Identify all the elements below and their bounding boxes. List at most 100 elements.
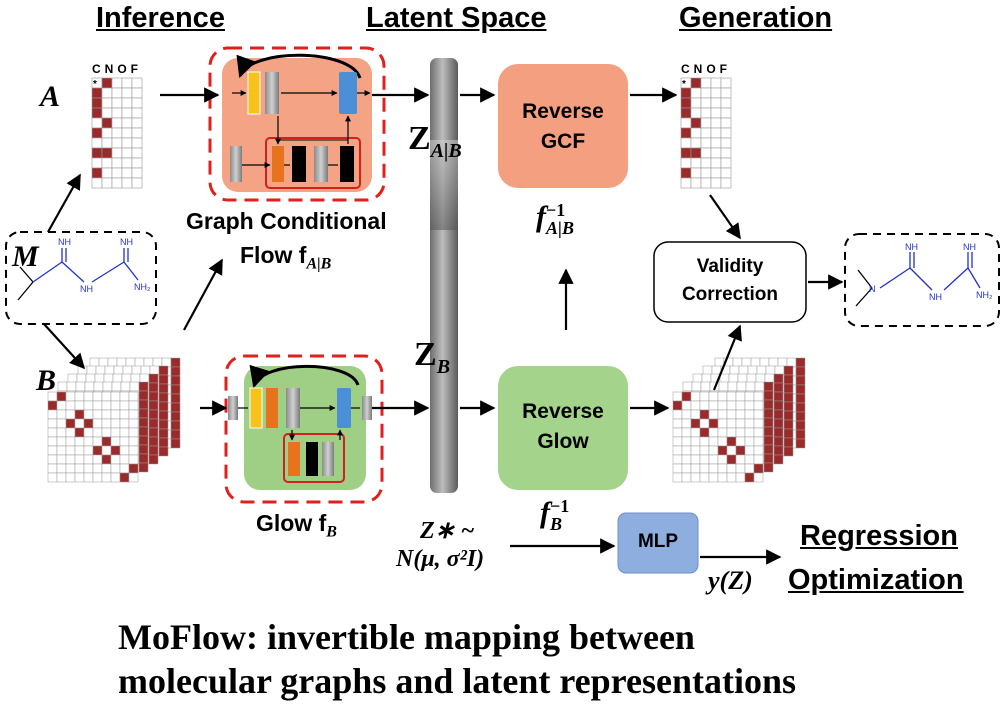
tensor-cell bbox=[128, 427, 139, 438]
tensor-cell bbox=[702, 365, 713, 376]
tensor-cell bbox=[119, 454, 130, 465]
label-a: A bbox=[40, 80, 61, 113]
tensor-cell bbox=[773, 427, 784, 438]
tensor-cell bbox=[148, 400, 159, 411]
validity-label-line1: Validity bbox=[696, 256, 764, 277]
tensor-cell bbox=[152, 357, 163, 368]
tensor-cell bbox=[170, 429, 181, 440]
tensor-cell bbox=[692, 373, 703, 384]
tensor-cell bbox=[681, 409, 692, 420]
tensor-cell bbox=[699, 409, 710, 420]
tensor-cell bbox=[139, 373, 150, 384]
tensor-cell bbox=[110, 418, 121, 429]
tensor-cell bbox=[101, 391, 112, 402]
caption-line2: molecular graphs and latent representati… bbox=[118, 661, 797, 701]
tensor-cell bbox=[138, 408, 149, 419]
tensor-cell bbox=[783, 410, 794, 421]
tensor-cell bbox=[74, 445, 85, 456]
glow-dashed-frame bbox=[224, 354, 384, 504]
molecule-m-box bbox=[5, 231, 157, 325]
matrix-cell bbox=[101, 177, 113, 189]
tensor-cell bbox=[774, 365, 785, 376]
header-regression: Regression bbox=[800, 520, 958, 552]
tensor-cell bbox=[690, 400, 701, 411]
matrix-cell bbox=[121, 97, 133, 109]
matrix-cell bbox=[710, 137, 722, 149]
tensor-cell bbox=[726, 391, 737, 402]
tensor-cell bbox=[119, 472, 130, 483]
matrix-cell bbox=[121, 157, 133, 169]
tensor-cell bbox=[138, 453, 149, 464]
tensor-cell bbox=[83, 436, 94, 447]
tensor-layer bbox=[47, 391, 139, 483]
tensor-cell bbox=[744, 409, 755, 420]
tensor-cell bbox=[765, 365, 776, 376]
molecule-m-atom-nh-top2: NH bbox=[120, 237, 133, 247]
tensor-cell bbox=[699, 454, 710, 465]
tensor-cell bbox=[138, 399, 149, 410]
tensor-cell bbox=[759, 357, 770, 368]
tensor-cell bbox=[119, 409, 130, 420]
tensor-cell bbox=[708, 463, 719, 474]
tensor-cell bbox=[66, 381, 77, 392]
label-z-b-main: Z bbox=[414, 336, 437, 373]
matrix-cell bbox=[700, 107, 712, 119]
tensor-cell bbox=[764, 373, 775, 384]
tensor-cell bbox=[93, 381, 104, 392]
matrix-cell bbox=[720, 127, 732, 139]
tensor-cell bbox=[726, 454, 737, 465]
tensor-cell bbox=[753, 400, 764, 411]
molecule-out-atom-nh-mid: NH bbox=[929, 292, 942, 302]
tensor-cell bbox=[119, 463, 130, 474]
molecule-out-structure bbox=[855, 252, 981, 307]
matrix-cell bbox=[680, 97, 692, 109]
tensor-cell bbox=[753, 436, 764, 447]
tensor-cell bbox=[83, 445, 94, 456]
tensor-cell bbox=[170, 393, 181, 404]
matrix-cell bbox=[101, 167, 113, 179]
tensor-cell bbox=[112, 373, 123, 384]
tensor-cell bbox=[773, 409, 784, 420]
matrix-cell bbox=[680, 117, 692, 129]
tensor-cell bbox=[708, 418, 719, 429]
matrix-cell bbox=[680, 167, 692, 179]
tensor-cell bbox=[138, 426, 149, 437]
tensor-cell bbox=[744, 400, 755, 411]
tensor-cell bbox=[143, 357, 154, 368]
tensor-cell bbox=[56, 427, 67, 438]
tensor-cell bbox=[719, 373, 730, 384]
tensor-cell bbox=[65, 454, 76, 465]
tensor-cell bbox=[795, 357, 806, 368]
matrix-cell bbox=[121, 177, 133, 189]
header-optimization: Optimization bbox=[788, 564, 964, 596]
tensor-cell bbox=[753, 409, 764, 420]
matrix-cell bbox=[121, 107, 133, 119]
tensor-cell bbox=[119, 445, 130, 456]
tensor-cell bbox=[148, 382, 159, 393]
matrix-cell bbox=[101, 127, 113, 139]
tensor-cell bbox=[128, 400, 139, 411]
tensor-cell bbox=[101, 427, 112, 438]
tensor-cell bbox=[92, 472, 103, 483]
tensor-cell bbox=[85, 373, 96, 384]
label-f-inv-ab-main: f bbox=[536, 200, 546, 233]
tensor-cell bbox=[74, 400, 85, 411]
tensor-cell bbox=[753, 391, 764, 402]
tensor-cell bbox=[783, 437, 794, 448]
tensor-cell bbox=[744, 418, 755, 429]
tensor-cell bbox=[753, 445, 764, 456]
tensor-cell bbox=[56, 436, 67, 447]
tensor-cell bbox=[47, 409, 58, 420]
tensor-cell bbox=[763, 417, 774, 428]
matrix-a-generated: * bbox=[680, 77, 732, 189]
tensor-cell bbox=[121, 373, 132, 384]
tensor-cell bbox=[691, 381, 702, 392]
matrix-cell bbox=[91, 137, 103, 149]
matrix-cell bbox=[131, 147, 143, 159]
tensor-cell bbox=[148, 373, 159, 384]
tensor-cell bbox=[746, 373, 757, 384]
matrix-cell bbox=[111, 87, 123, 99]
matrix-cell bbox=[690, 107, 702, 119]
tensor-cell bbox=[149, 365, 160, 376]
header-inference: Inference bbox=[96, 2, 225, 34]
